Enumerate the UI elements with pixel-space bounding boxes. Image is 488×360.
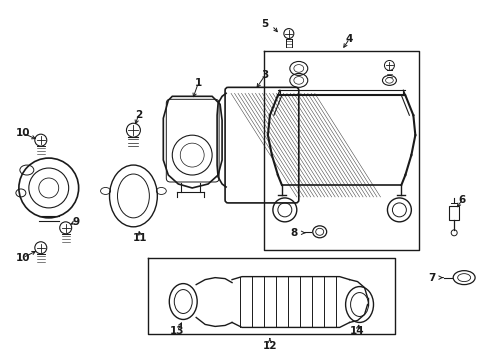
- Text: 11: 11: [133, 233, 147, 243]
- Text: 5: 5: [261, 19, 268, 28]
- Text: 10: 10: [16, 253, 30, 263]
- Text: 9: 9: [72, 217, 79, 227]
- Text: 8: 8: [289, 228, 297, 238]
- Text: 2: 2: [135, 110, 142, 120]
- Text: 1: 1: [194, 78, 202, 88]
- Text: 13: 13: [170, 327, 184, 336]
- Text: 14: 14: [349, 327, 364, 336]
- Text: 3: 3: [261, 71, 268, 80]
- Text: 10: 10: [16, 128, 30, 138]
- Text: 6: 6: [458, 195, 465, 205]
- Text: 7: 7: [427, 273, 435, 283]
- Text: 12: 12: [262, 341, 277, 351]
- Text: 4: 4: [345, 33, 352, 44]
